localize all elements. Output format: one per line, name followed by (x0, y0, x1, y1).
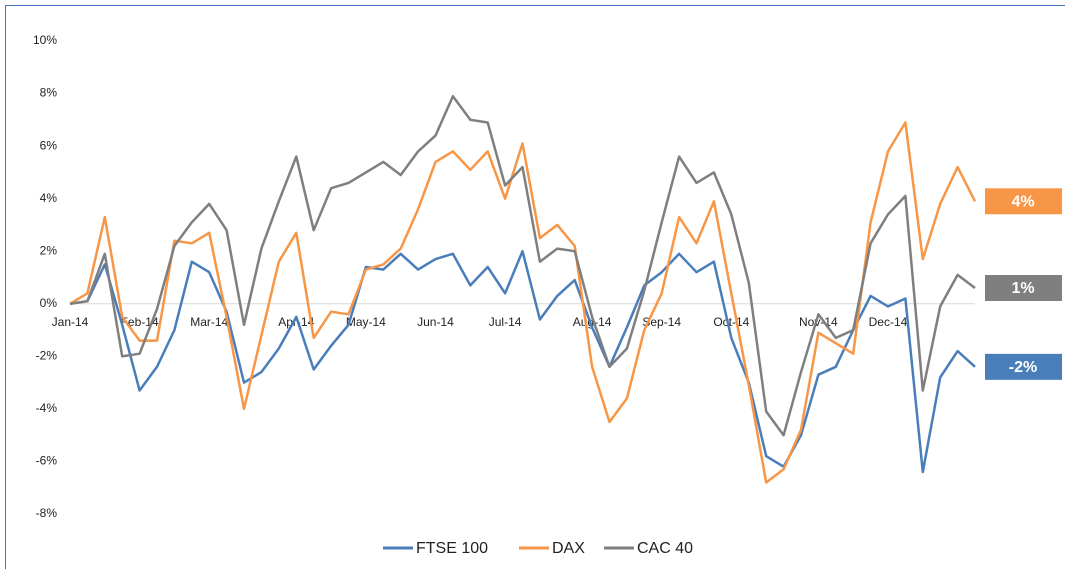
legend-label: CAC 40 (637, 540, 693, 557)
x-tick-label: Sep-14 (642, 315, 681, 329)
end-label: -2% (1009, 359, 1037, 376)
x-tick-label: Aug-14 (573, 315, 612, 329)
end-label: 4% (1011, 194, 1034, 211)
y-tick-label: 4% (40, 191, 58, 205)
x-tick-label: Apr-14 (278, 315, 314, 329)
y-tick-label: -2% (36, 349, 58, 363)
y-tick-label: 2% (40, 243, 58, 257)
x-tick-label: Jul-14 (489, 315, 522, 329)
end-label-box (985, 275, 1062, 302)
x-tick-label: Mar-14 (190, 315, 228, 329)
end-label-box (985, 188, 1062, 215)
y-tick-label: 10% (33, 33, 57, 47)
end-label: 1% (1011, 280, 1034, 297)
y-tick-label: 0% (40, 296, 58, 310)
y-tick-label: 6% (40, 138, 58, 152)
x-tick-label: Dec-14 (869, 315, 908, 329)
x-tick-label: Nov-14 (799, 315, 838, 329)
x-tick-label: Oct-14 (713, 315, 749, 329)
series-line (69, 94, 976, 437)
x-tick-label: Jan-14 (52, 315, 89, 329)
y-tick-label: -8% (36, 506, 58, 520)
legend-label: FTSE 100 (416, 540, 488, 557)
series-line (69, 249, 976, 474)
legend-label: DAX (552, 540, 585, 557)
x-tick-label: Jun-14 (417, 315, 454, 329)
x-tick-label: May-14 (346, 315, 386, 329)
chart-border (5, 5, 1065, 569)
y-tick-label: 8% (40, 86, 58, 100)
y-tick-label: -4% (36, 401, 58, 415)
y-tick-label: -6% (36, 454, 58, 468)
series-line (69, 121, 977, 484)
end-label-box (985, 353, 1062, 380)
